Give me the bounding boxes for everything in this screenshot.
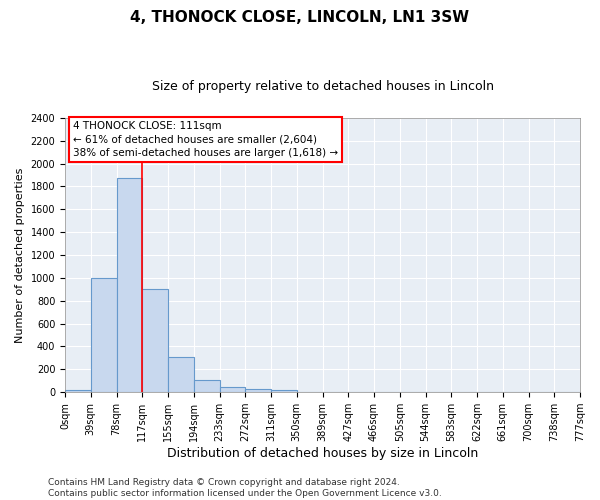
Bar — [142, 290, 168, 392]
Text: 4 THONOCK CLOSE: 111sqm
← 61% of detached houses are smaller (2,604)
38% of semi: 4 THONOCK CLOSE: 111sqm ← 61% of detache… — [73, 121, 338, 158]
Bar — [65, 390, 91, 392]
Bar — [116, 178, 142, 392]
Text: Contains HM Land Registry data © Crown copyright and database right 2024.
Contai: Contains HM Land Registry data © Crown c… — [48, 478, 442, 498]
Bar — [168, 357, 194, 392]
Title: Size of property relative to detached houses in Lincoln: Size of property relative to detached ho… — [152, 80, 494, 93]
Bar — [271, 390, 297, 392]
Bar — [245, 389, 271, 392]
Bar — [91, 278, 116, 392]
Bar — [220, 387, 245, 392]
Text: 4, THONOCK CLOSE, LINCOLN, LN1 3SW: 4, THONOCK CLOSE, LINCOLN, LN1 3SW — [130, 10, 470, 25]
Bar — [194, 380, 220, 392]
Y-axis label: Number of detached properties: Number of detached properties — [15, 168, 25, 342]
X-axis label: Distribution of detached houses by size in Lincoln: Distribution of detached houses by size … — [167, 447, 478, 460]
